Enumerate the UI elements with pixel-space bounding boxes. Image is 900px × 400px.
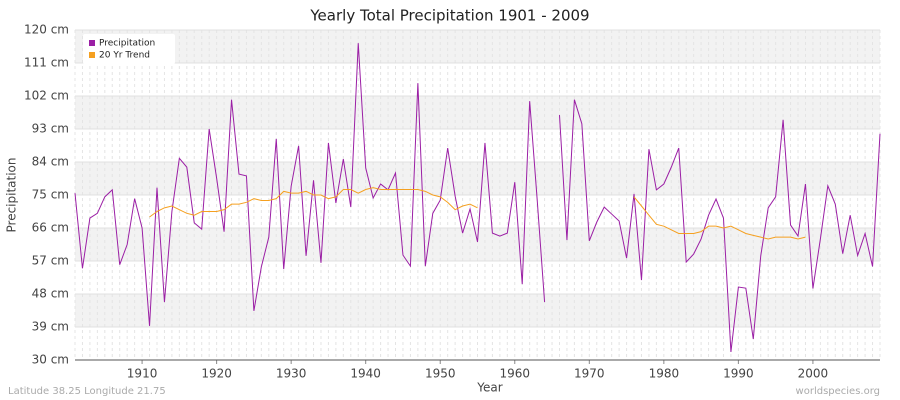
grid-band [75, 30, 880, 63]
legend-label: Precipitation [99, 39, 155, 49]
y-axis-label: Precipitation [5, 157, 19, 232]
grid-band [75, 228, 880, 261]
x-tick-label: 1940 [350, 367, 381, 381]
x-tick-label: 1930 [276, 367, 307, 381]
series-line [74, 43, 881, 352]
chart-title: Yearly Total Precipitation 1901 - 2009 [309, 7, 589, 25]
x-tick-label: 1950 [425, 367, 456, 381]
y-tick-label: 111 cm [24, 56, 69, 70]
y-tick-label: 93 cm [32, 122, 69, 136]
series-line [149, 187, 806, 240]
x-tick-label: 1970 [574, 367, 605, 381]
legend-swatch [89, 52, 95, 58]
x-tick-label: 1980 [649, 367, 680, 381]
x-axis-label: Year [476, 381, 502, 395]
x-tick-label: 1920 [201, 367, 232, 381]
legend-box [83, 34, 175, 64]
legend-label: 20 Yr Trend [99, 51, 150, 61]
y-tick-label: 84 cm [32, 155, 69, 169]
grid-band [75, 294, 880, 327]
legend-swatch [89, 40, 95, 46]
x-tick-label: 1910 [127, 367, 158, 381]
footer-left: Latitude 38.25 Longitude 21.75 [8, 386, 166, 397]
x-tick-label: 2000 [798, 367, 829, 381]
y-tick-label: 57 cm [32, 254, 69, 268]
grid-band [75, 162, 880, 195]
x-tick-label: 1990 [723, 367, 754, 381]
y-tick-label: 30 cm [32, 353, 69, 367]
x-tick-label: 1960 [499, 367, 530, 381]
y-tick-label: 102 cm [24, 89, 69, 103]
y-tick-label: 75 cm [32, 188, 69, 202]
y-tick-label: 48 cm [32, 287, 69, 301]
y-tick-label: 39 cm [32, 320, 69, 334]
footer-right: worldspecies.org [796, 386, 880, 397]
y-tick-label: 66 cm [32, 221, 69, 235]
grid-band [75, 96, 880, 129]
y-tick-label: 120 cm [24, 23, 69, 37]
